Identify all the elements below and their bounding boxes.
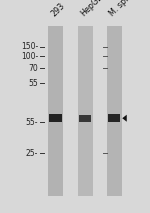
- Text: 150-: 150-: [21, 42, 38, 51]
- Bar: [106, 26, 122, 196]
- Bar: [48, 26, 63, 196]
- Bar: [49, 114, 62, 122]
- Text: 55: 55: [28, 79, 38, 88]
- Text: 70: 70: [28, 64, 38, 73]
- Bar: [78, 26, 93, 196]
- Bar: [80, 115, 92, 122]
- Text: 25-: 25-: [26, 149, 38, 158]
- Bar: [108, 114, 120, 122]
- Text: 293: 293: [49, 1, 66, 18]
- Text: M. spleen: M. spleen: [108, 0, 141, 18]
- Text: HepG2: HepG2: [79, 0, 105, 18]
- Text: 55-: 55-: [26, 118, 38, 127]
- Text: 100-: 100-: [21, 52, 38, 61]
- Polygon shape: [122, 115, 127, 122]
